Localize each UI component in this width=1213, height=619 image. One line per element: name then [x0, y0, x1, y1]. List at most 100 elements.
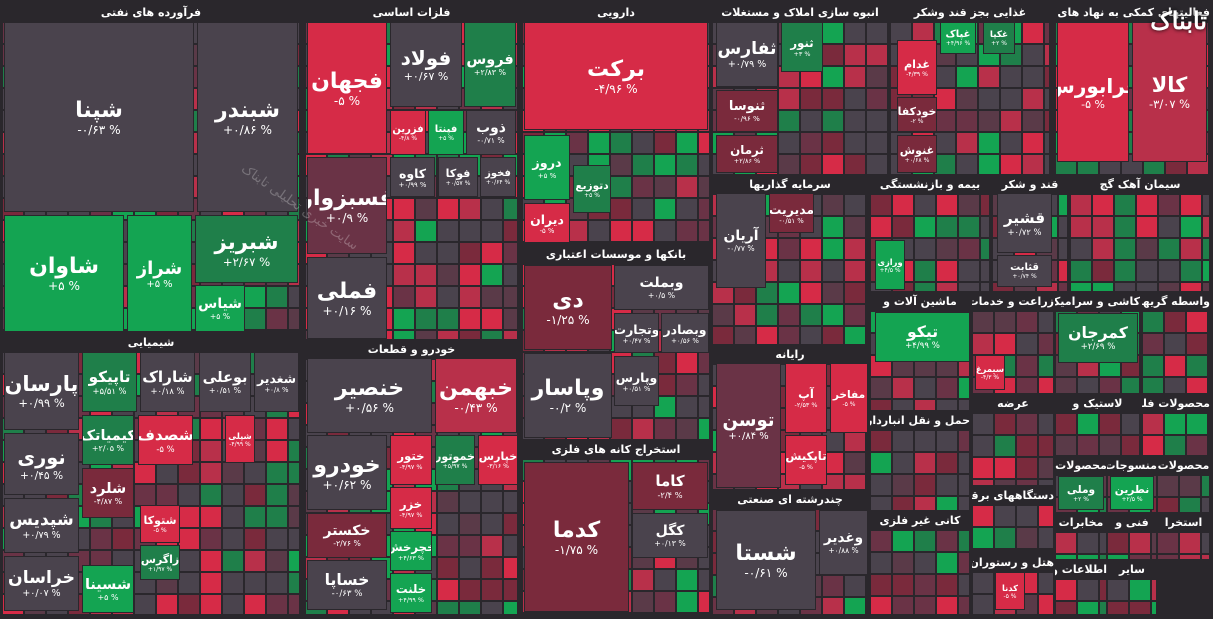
small-tile — [481, 535, 503, 557]
small-tile — [288, 440, 300, 462]
symbol: شاوان — [29, 254, 99, 279]
stock-tile: آریان -۰/۷۷ % — [716, 193, 766, 288]
change: -۱/۲۵ % — [546, 313, 590, 327]
small-tile — [1038, 311, 1054, 333]
symbol: شبریز — [214, 229, 279, 255]
small-tile — [1077, 413, 1099, 435]
small-tile — [866, 110, 888, 132]
small-tile — [936, 282, 958, 292]
small-tile — [800, 326, 822, 345]
symbol: دی — [552, 288, 584, 313]
stock-tile: مدیریت -۰/۵۱ % — [769, 193, 814, 233]
small-tile — [1044, 66, 1050, 88]
small-tile — [892, 216, 914, 238]
small-tile — [698, 154, 710, 176]
sector-title: فعالیتهای کمکی به نهاد های مالی — [1055, 6, 1210, 19]
small-tile — [870, 574, 892, 596]
symbol: خپارس — [478, 450, 518, 463]
symbol: ورازی — [877, 256, 903, 267]
change: +۰/۷۹ % — [22, 530, 61, 541]
small-tile — [934, 110, 956, 132]
small-tile — [1016, 377, 1038, 394]
small-tile — [90, 528, 112, 550]
small-tile — [1121, 435, 1140, 456]
small-tile — [778, 238, 800, 260]
small-tile — [1070, 282, 1092, 292]
small-tile — [1058, 216, 1068, 238]
small-tile — [698, 569, 710, 591]
symbol: وتجارت — [614, 321, 659, 337]
small-tile — [288, 484, 300, 506]
stock-tile: قشیر +۰/۷۲ % — [997, 193, 1052, 253]
change: +۰/۶۴ % — [485, 179, 511, 186]
small-tile — [914, 238, 936, 260]
change: +۵/۵۱ % — [92, 386, 127, 396]
small-tile — [1107, 532, 1129, 554]
small-tile — [156, 484, 178, 506]
small-tile — [1158, 194, 1180, 216]
small-tile — [972, 413, 994, 435]
stock-tile: شپدیس +۰/۷۹ % — [4, 498, 79, 553]
small-tile — [393, 330, 415, 340]
small-tile — [244, 528, 266, 550]
small-tile — [914, 377, 936, 399]
change: +۴/۹۹ % — [398, 596, 424, 604]
small-tile — [1157, 475, 1179, 497]
change: +۰/۹ % — [325, 211, 369, 225]
small-tile — [481, 513, 503, 535]
symbol: شتوکا — [143, 514, 177, 527]
small-tile — [200, 418, 222, 440]
small-tile — [1158, 238, 1180, 260]
small-tile — [393, 220, 415, 242]
change: +۰/۴۵ % — [19, 469, 64, 482]
small-tile — [1129, 532, 1151, 554]
sector-title: لاستیک و — [1072, 397, 1123, 410]
symbol: دتوزیع — [575, 179, 609, 192]
small-tile — [1055, 532, 1077, 554]
small-tile — [415, 220, 437, 242]
change: -۵ % — [153, 527, 167, 534]
small-tile — [800, 260, 822, 282]
small-tile — [503, 535, 518, 557]
small-tile — [972, 311, 994, 333]
symbol: خبهمن — [439, 376, 513, 401]
change: -۳/۱۶ % — [487, 463, 509, 470]
symbol: کمرجان — [1068, 324, 1128, 342]
symbol: تاپیکو — [88, 368, 131, 386]
small-tile — [437, 491, 459, 513]
small-tile — [266, 528, 288, 550]
small-tile — [1092, 216, 1114, 238]
small-tile — [503, 198, 518, 220]
change: +۱/۹۷ % — [147, 565, 173, 573]
change: +۲/۶۷ % — [222, 254, 271, 269]
change: +۲/۸۶ % — [733, 157, 761, 165]
small-tile — [778, 304, 800, 326]
small-tile — [844, 88, 866, 110]
small-tile — [994, 527, 1016, 549]
sector-title: سایر — [1119, 563, 1145, 576]
small-tile — [437, 330, 459, 340]
small-tile — [632, 220, 654, 242]
small-tile — [1044, 110, 1050, 132]
small-tile — [844, 66, 866, 88]
stock-tile: کگل +۰/۱۳ % — [632, 513, 708, 558]
stock-tile: شبریز +۲/۶۷ % — [195, 215, 298, 283]
small-tile — [654, 569, 676, 591]
small-tile — [437, 557, 459, 579]
small-tile — [654, 396, 676, 418]
symbol: شلرد — [89, 480, 127, 497]
small-tile — [844, 304, 866, 326]
small-tile — [870, 194, 892, 216]
change: +۰/۰۷ % — [22, 588, 61, 599]
small-tile — [936, 194, 958, 216]
small-tile — [1164, 355, 1186, 377]
small-tile — [288, 550, 300, 572]
sector-title: مخابرات — [1058, 516, 1104, 529]
symbol: خموتور — [435, 450, 475, 463]
change: -۰/۶۳ % — [331, 589, 363, 599]
small-tile — [610, 418, 632, 440]
small-tile — [822, 260, 844, 282]
small-tile — [936, 452, 958, 474]
change: +۲ % — [1073, 496, 1089, 503]
small-tile — [844, 430, 866, 452]
